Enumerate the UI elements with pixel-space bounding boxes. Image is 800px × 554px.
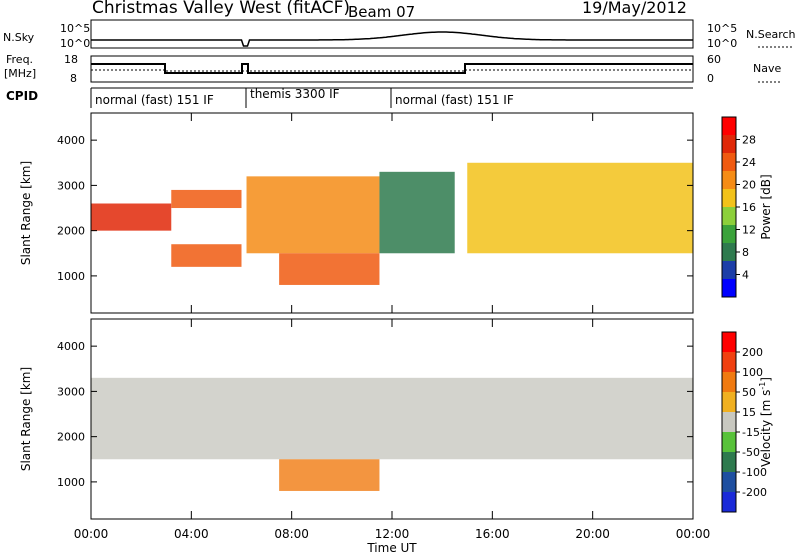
velocity-colorbar-swatch-2 — [722, 452, 736, 472]
power-band-4 — [279, 253, 380, 285]
power-colorbar-swatch-9 — [722, 117, 736, 135]
velocity-colorbar-tick-5: -50 — [742, 446, 760, 459]
velocity-colorbar-swatch-4 — [722, 412, 736, 432]
power-colorbar: 28 24 20 16 12 8 4 Power [dB] — [721, 116, 773, 298]
power-colorbar-swatch-0 — [722, 279, 736, 297]
velocity-ytick-1: 3000 — [57, 385, 85, 398]
velocity-colorbar-tick-0: 200 — [742, 346, 763, 359]
noise-sky-series — [91, 31, 693, 47]
velocity-colorbar-tick-4: -15 — [742, 426, 760, 439]
noise-right-tick-top: 10^5 — [707, 22, 737, 35]
station-title: Christmas Valley West (fitACF) — [92, 0, 350, 18]
velocity-band-1 — [279, 459, 380, 491]
velocity-ytick-3: 1000 — [57, 476, 85, 489]
cpid-segment-2: themis 3300 IF — [250, 87, 340, 101]
velocity-colorbar: 200 100 50 15 -15 -50 -100 -200 Velocity [m s-1… — [721, 331, 773, 513]
freq-unit-label: [MHz] — [4, 67, 36, 80]
power-ytick-2: 2000 — [57, 225, 85, 238]
x-tick-1: 04:00 — [174, 527, 209, 541]
x-tick-3: 12:00 — [375, 527, 410, 541]
nave-right-tick-bottom: 0 — [707, 72, 714, 85]
frequency-panel: Freq. [MHz] Nave 18 8 60 0 — [4, 53, 781, 85]
power-colorbar-tick-2: 20 — [742, 179, 756, 192]
power-ytick-3: 1000 — [57, 270, 85, 283]
power-band-0 — [91, 203, 172, 231]
cpid-segment-3: normal (fast) 151 IF — [395, 93, 514, 107]
power-colorbar-tick-0: 28 — [742, 134, 756, 147]
power-band-2 — [171, 244, 242, 267]
date-label: 19/May/2012 — [582, 0, 687, 17]
power-colorbar-swatch-8 — [722, 135, 736, 153]
x-axis-label: Time UT — [366, 541, 417, 554]
noise-left-tick-top: 10^5 — [60, 22, 90, 35]
power-colorbar-tick-4: 12 — [742, 224, 756, 237]
velocity-colorbar-label: Velocity [m s-1] — [758, 377, 773, 467]
power-band-1 — [171, 189, 242, 209]
power-band-3 — [246, 176, 380, 254]
velocity-panel: Slant Range [km] 4000 3000 2000 1000 — [19, 318, 694, 520]
power-colorbar-swatch-1 — [722, 261, 736, 279]
velocity-colorbar-swatch-5 — [722, 392, 736, 412]
x-tick-0: 00:00 — [74, 527, 109, 541]
beam-label: Beam 07 — [348, 3, 415, 21]
power-colorbar-swatch-5 — [722, 189, 736, 207]
velocity-colorbar-tick-6: -100 — [742, 466, 767, 479]
power-ytick-0: 4000 — [57, 134, 85, 147]
velocity-colorbar-tick-1: 100 — [742, 366, 763, 379]
noise-left-tick-bottom: 10^0 — [60, 37, 90, 50]
x-tick-4: 16:00 — [475, 527, 510, 541]
velocity-colorbar-swatch-8 — [722, 332, 736, 352]
velocity-band-0 — [91, 377, 693, 460]
power-colorbar-tick-6: 4 — [742, 269, 749, 282]
velocity-colorbar-swatch-7 — [722, 352, 736, 372]
x-tick-5: 20:00 — [575, 527, 610, 541]
freq-left-tick-top: 18 — [64, 53, 78, 66]
power-colorbar-swatch-7 — [722, 153, 736, 171]
nave-label: Nave — [753, 62, 781, 75]
velocity-ytick-0: 4000 — [57, 340, 85, 353]
velocity-colorbar-swatch-6 — [722, 372, 736, 392]
nave-right-tick-top: 60 — [707, 53, 721, 66]
cpid-label: CPID — [6, 89, 38, 103]
frequency-series — [91, 63, 693, 74]
velocity-colorbar-tick-7: -200 — [742, 486, 767, 499]
noise-right-label: N.Search — [746, 28, 796, 41]
noise-panel: N.Sky N.Search 10^5 10^0 10^5 10^0 — [3, 19, 796, 50]
velocity-colorbar-tick-3: 15 — [742, 406, 756, 419]
power-colorbar-tick-5: 8 — [742, 246, 749, 259]
power-yticks: 4000 3000 2000 1000 — [57, 134, 693, 283]
velocity-colorbar-swatch-1 — [722, 472, 736, 492]
velocity-yticks: 4000 3000 2000 1000 — [57, 340, 693, 489]
nave-series — [91, 69, 693, 72]
velocity-colorbar-tick-2: 50 — [742, 386, 756, 399]
power-ylabel: Slant Range [km] — [19, 161, 33, 265]
power-ytick-1: 3000 — [57, 179, 85, 192]
freq-label: Freq. — [6, 53, 33, 66]
power-data — [91, 162, 693, 285]
freq-left-tick-bottom: 8 — [70, 72, 77, 85]
power-colorbar-swatch-2 — [722, 243, 736, 261]
power-colorbar-tick-1: 24 — [742, 156, 756, 169]
power-colorbar-label: Power [dB] — [759, 174, 773, 239]
cpid-segment-1: normal (fast) 151 IF — [95, 93, 214, 107]
noise-left-label: N.Sky — [3, 31, 35, 44]
velocity-ylabel: Slant Range [km] — [19, 367, 33, 471]
power-panel: Slant Range [km] 4000 3000 2000 1000 — [19, 112, 694, 314]
power-band-5 — [379, 171, 455, 254]
power-colorbar-swatch-3 — [722, 225, 736, 243]
power-colorbar-tick-3: 16 — [742, 201, 756, 214]
power-colorbar-swatch-6 — [722, 171, 736, 189]
power-colorbar-swatch-4 — [722, 207, 736, 225]
x-tick-2: 08:00 — [274, 527, 309, 541]
velocity-data — [91, 377, 693, 491]
x-tick-6: 00:00 — [676, 527, 711, 541]
cpid-panel: CPID normal (fast) 151 IF themis 3300 IF… — [6, 87, 693, 108]
velocity-ytick-2: 2000 — [57, 431, 85, 444]
velocity-colorbar-swatch-3 — [722, 432, 736, 452]
power-band-6 — [467, 162, 693, 254]
x-axis-ticks: 00:00 04:00 08:00 12:00 16:00 20:00 00:00 — [74, 113, 711, 541]
velocity-colorbar-swatch-0 — [722, 492, 736, 512]
noise-right-tick-bottom: 10^0 — [707, 37, 737, 50]
